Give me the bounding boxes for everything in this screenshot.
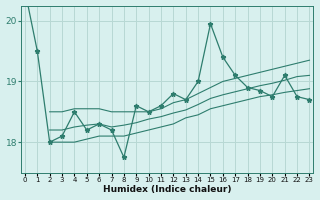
X-axis label: Humidex (Indice chaleur): Humidex (Indice chaleur) [103, 185, 231, 194]
